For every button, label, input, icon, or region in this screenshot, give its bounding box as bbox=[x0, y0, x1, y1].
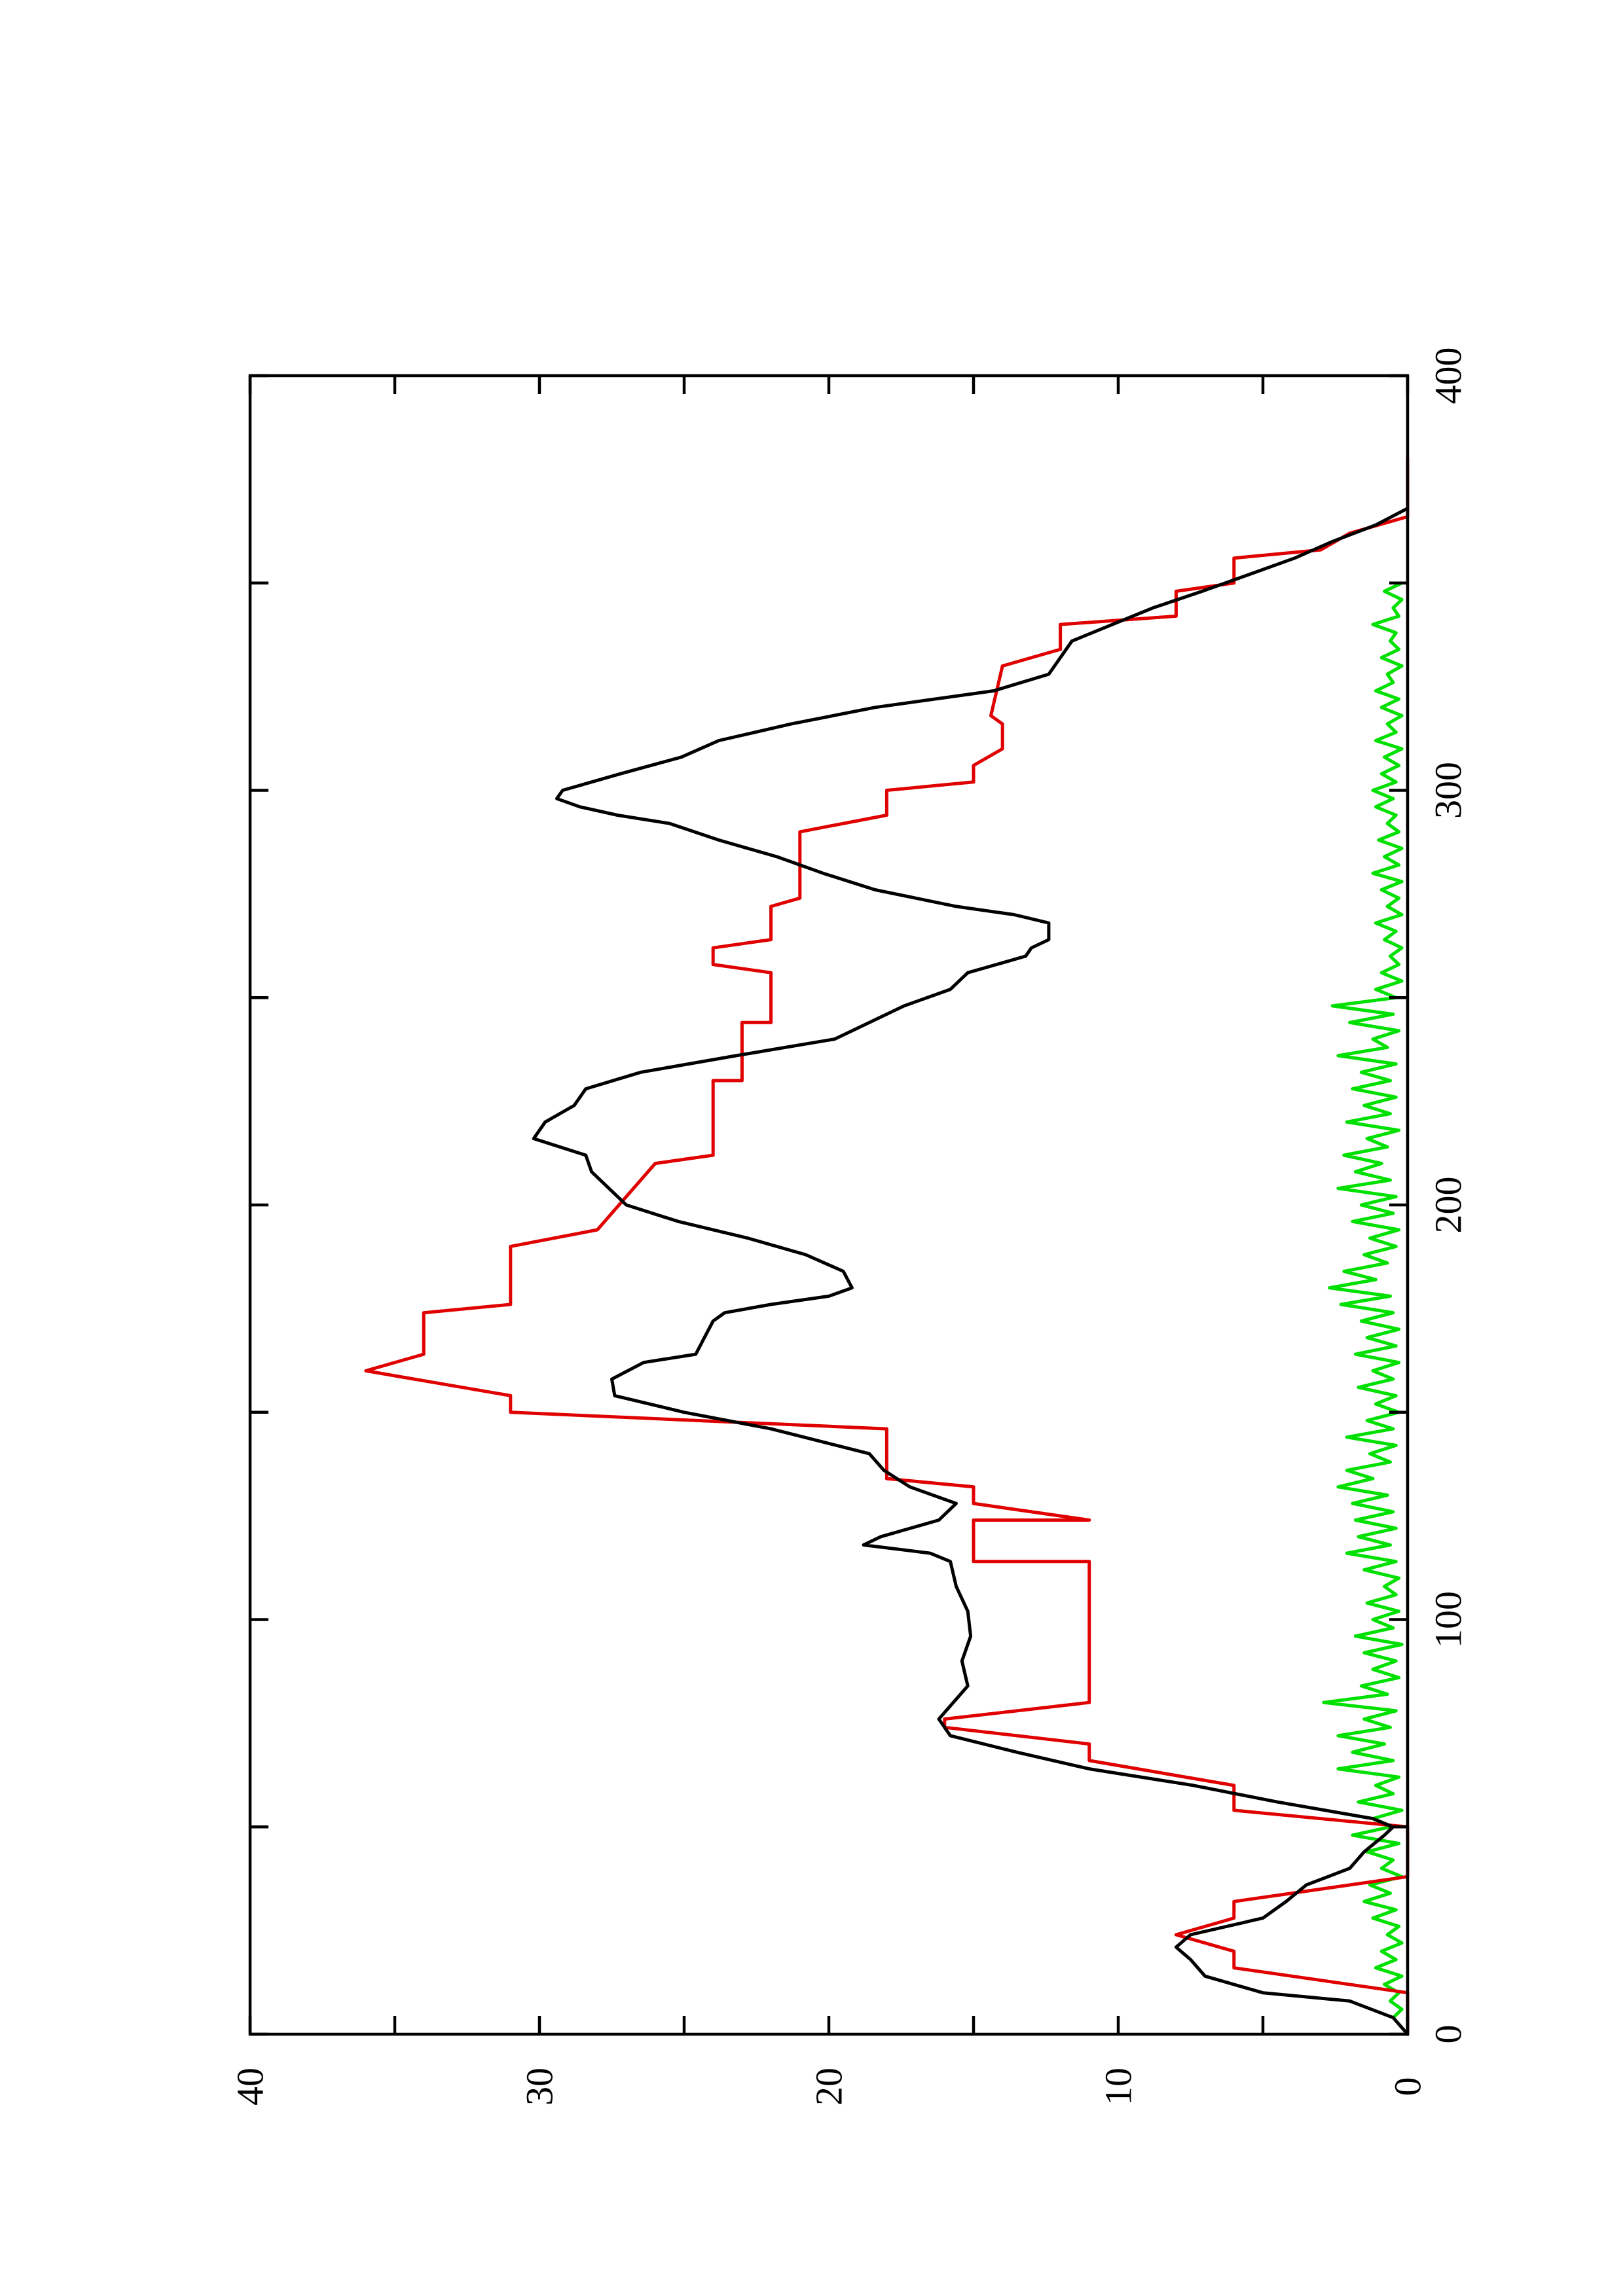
x-tick-label: 0 bbox=[1427, 2025, 1470, 2044]
y-tick-label: 20 bbox=[808, 2068, 850, 2106]
x-tick-label: 200 bbox=[1427, 1177, 1470, 1234]
axis-layer bbox=[248, 374, 1410, 2036]
series-line-0 bbox=[364, 457, 1410, 2036]
series-line-2 bbox=[1322, 581, 1404, 2020]
y-tick-label: 40 bbox=[229, 2068, 272, 2106]
y-tick-label: 0 bbox=[1387, 2077, 1429, 2096]
tick-label-layer: 0 100 200 300 400 0 10 20 30 40 bbox=[229, 348, 1470, 2106]
series-layer bbox=[364, 457, 1410, 2036]
y-tick-label: 10 bbox=[1097, 2068, 1140, 2106]
x-tick-label: 100 bbox=[1427, 1591, 1470, 1648]
x-tick-label: 300 bbox=[1427, 762, 1470, 819]
series-line-1 bbox=[532, 507, 1410, 2036]
x-tick-label: 400 bbox=[1427, 348, 1470, 404]
y-tick-label: 30 bbox=[519, 2068, 561, 2106]
